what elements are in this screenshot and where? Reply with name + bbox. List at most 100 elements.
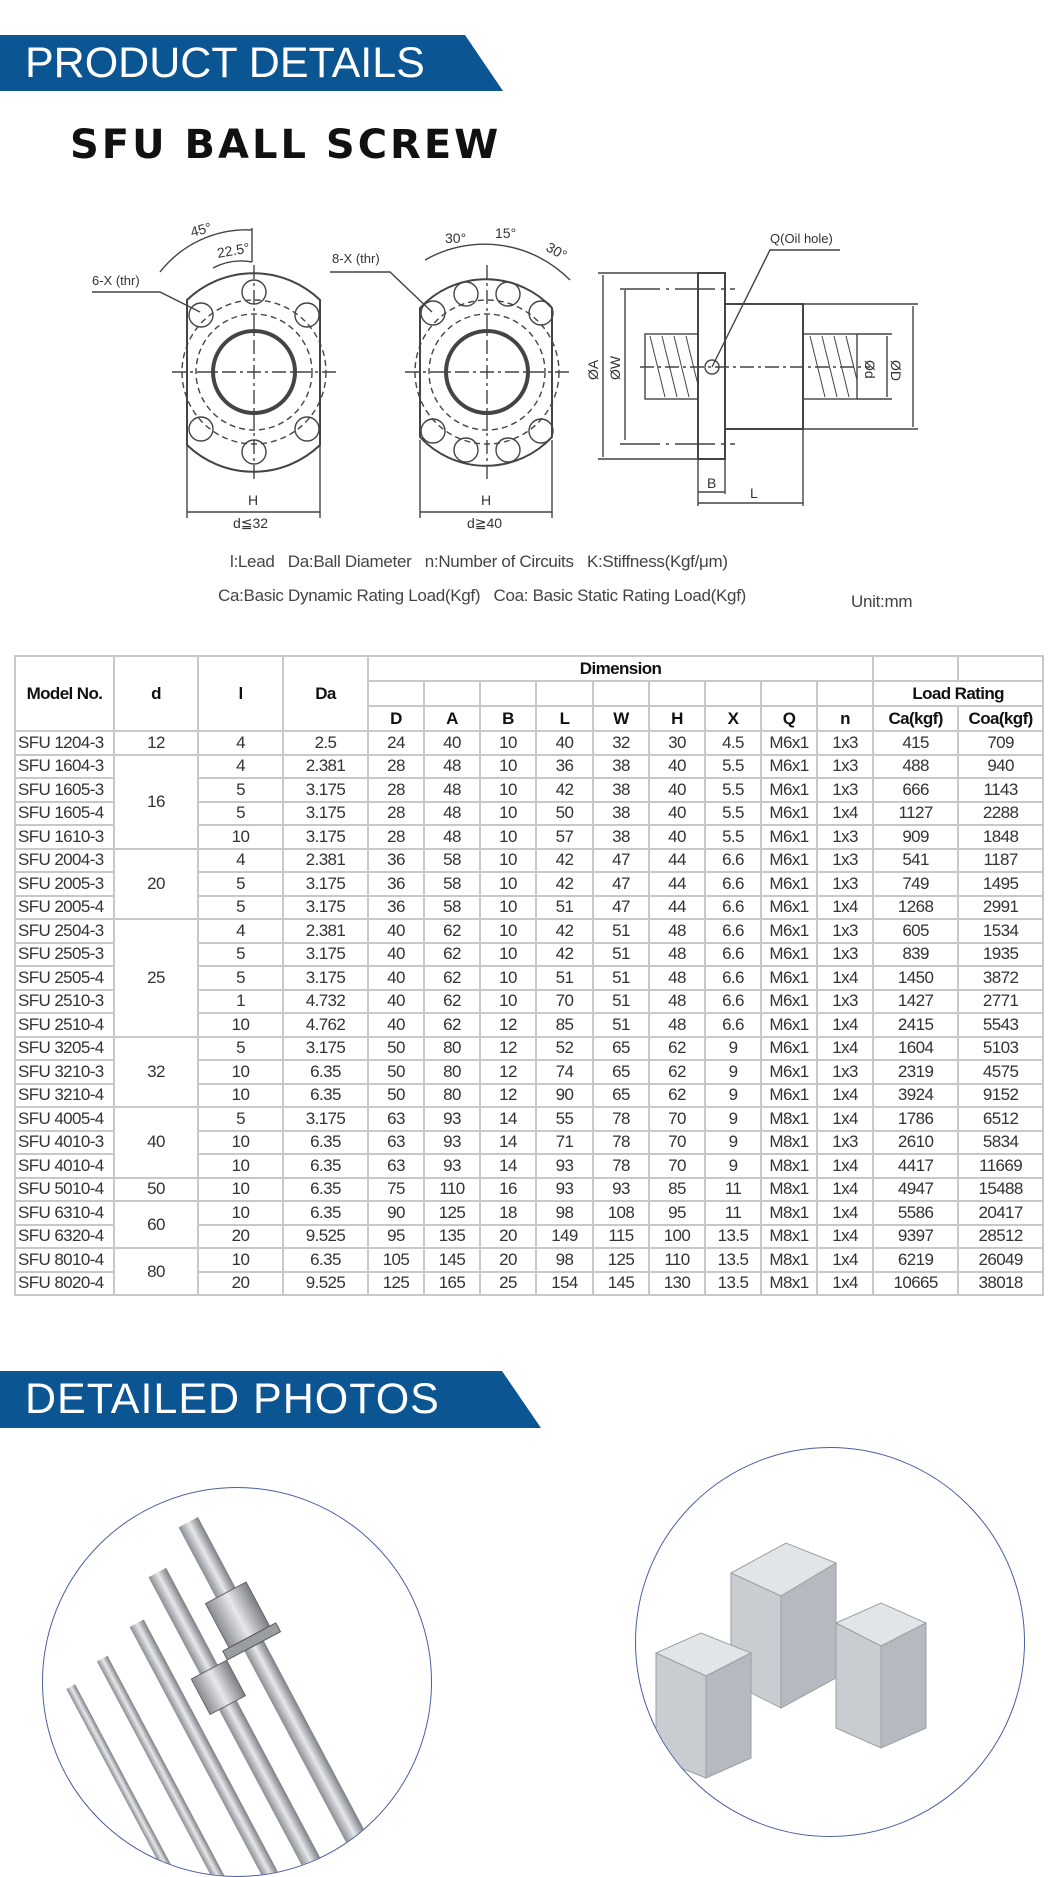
cell-X: 9 [704,1106,762,1132]
cell-L: 98 [535,1200,594,1226]
cell-model: SFU 2510-4 [14,1012,115,1038]
cell-lead: 10 [197,1153,284,1179]
cell-H: 44 [648,894,706,920]
cell-A: 62 [423,918,481,944]
cell-lead: 1 [197,988,284,1014]
cell-W: 65 [592,1035,650,1061]
header-h: H [648,705,706,732]
cell-da: 6.35 [282,1082,369,1108]
cell-coa: 3872 [957,965,1045,991]
cell-B: 10 [479,965,537,991]
cell-model: SFU 1610-3 [14,824,115,850]
cell-D: 40 [367,988,425,1014]
table-row: SFU 4010-3 10 6.35 63 93 14 71 78 70 9 M8x1 1x3 2610… [14,1129,1045,1155]
cell-n: 1x4 [815,1035,875,1061]
cell-B: 20 [479,1223,537,1249]
dim-b-label: B [707,475,716,491]
cell-H: 110 [648,1247,706,1273]
cell-Q: M6x1 [760,847,818,873]
cell-A: 48 [423,824,481,850]
side-view [598,249,918,506]
cell-Q: M6x1 [760,1082,818,1108]
flange2-holes-label: 8-X (thr) [332,251,380,266]
cell-W: 38 [592,753,650,779]
cell-model: SFU 2004-3 [14,847,115,873]
cell-A: 110 [423,1176,481,1202]
cell-D: 90 [367,1200,425,1226]
cell-ca: 4947 [872,1176,960,1202]
cell-coa: 1534 [957,918,1045,944]
cell-lead: 4 [197,753,284,779]
cell-model: SFU 8010-4 [14,1247,115,1273]
cell-d: 80 [113,1247,199,1296]
cell-n: 1x3 [815,918,875,944]
cell-W: 115 [592,1223,650,1249]
cell-B: 10 [479,753,537,779]
cell-L: 42 [535,847,594,873]
cell-H: 48 [648,965,706,991]
cell-Q: M6x1 [760,824,818,850]
table-row: SFU 1204-3 12 4 2.5 24 40 10 40 32 30 4.5 M6x1 1x3 41… [14,730,1045,756]
cell-W: 47 [592,894,650,920]
cell-coa: 6512 [957,1106,1045,1132]
header-dimension: Dimension [366,655,875,682]
dim-w-label: ØW [607,355,623,380]
cell-W: 51 [592,941,650,967]
cell-A: 48 [423,800,481,826]
cell-W: 38 [592,824,650,850]
table-row: SFU 1610-3 10 3.175 28 48 10 57 38 40 5.5 M6x1 1x3 9… [14,824,1045,850]
cell-n: 1x3 [815,988,875,1014]
cell-da: 4.762 [282,1012,369,1038]
cell-ca: 1127 [872,800,960,826]
cell-D: 24 [367,730,425,756]
cell-n: 1x3 [815,730,875,756]
cell-X: 6.6 [704,894,762,920]
cell-coa: 15488 [957,1176,1045,1202]
cell-d: 60 [113,1200,199,1249]
cell-Q: M8x1 [760,1106,818,1132]
cell-X: 6.6 [704,941,762,967]
cell-model: SFU 1204-3 [14,730,115,756]
header-da: Da [282,655,369,732]
cell-da: 3.175 [282,941,369,967]
cell-L: 154 [535,1270,594,1296]
header-empty [760,680,818,707]
legend-line-2: Ca:Basic Dynamic Rating Load(Kgf) Coa: B… [218,586,746,605]
cell-W: 51 [592,918,650,944]
cell-D: 36 [367,847,425,873]
cell-Q: M6x1 [760,753,818,779]
header-n: n [815,705,875,732]
cell-ca: 1450 [872,965,960,991]
cell-L: 52 [535,1035,594,1061]
angle-15-label: 15° [495,225,516,241]
table-row: SFU 8010-4 80 10 6.35 105 145 20 98 125 110 13.5 M8… [14,1247,1045,1296]
cell-A: 48 [423,777,481,803]
cell-da: 2.381 [282,847,369,873]
cell-A: 62 [423,1012,481,1038]
table-row: SFU 2505-3 5 3.175 40 62 10 42 51 48 6.6 M6x1 1x3 83… [14,941,1045,967]
cell-coa: 2288 [957,800,1045,826]
cell-X: 6.6 [704,918,762,944]
cell-da: 9.525 [282,1270,369,1296]
cell-d: 25 [113,918,199,1038]
cell-D: 28 [367,753,425,779]
header-load-0: Ca(kgf) [872,705,960,732]
cell-model: SFU 4005-4 [14,1106,115,1132]
header-q: Q [760,705,818,732]
cell-model: SFU 2505-3 [14,941,115,967]
cell-coa: 5103 [957,1035,1045,1061]
cell-Q: M6x1 [760,1059,818,1085]
product-details-banner: PRODUCT DETAILS [0,35,503,91]
cell-L: 90 [535,1082,594,1108]
cell-W: 93 [592,1176,650,1202]
header-a: A [423,705,481,732]
header-empty [423,680,481,707]
cell-B: 25 [479,1270,537,1296]
cell-B: 12 [479,1059,537,1085]
cell-Q: M8x1 [760,1153,818,1179]
cell-H: 100 [648,1223,706,1249]
cell-model: SFU 8020-4 [14,1270,115,1296]
cell-D: 63 [367,1106,425,1132]
cell-ca: 605 [872,918,960,944]
cell-H: 44 [648,871,706,897]
